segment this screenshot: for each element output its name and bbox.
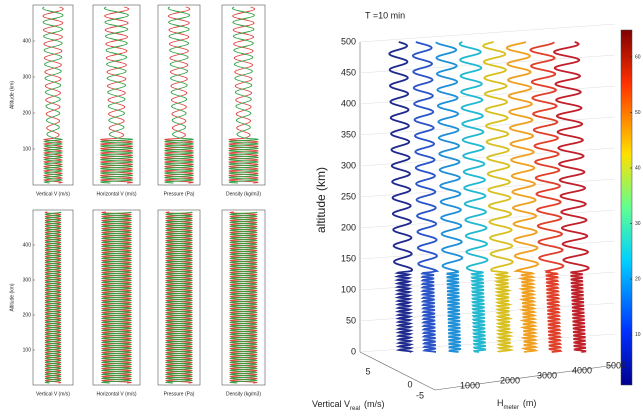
panel-frame: [157, 209, 201, 386]
panel-y-label: Altitude (km): [9, 81, 15, 109]
panel-y-tick-label: 100: [23, 146, 32, 152]
panel-frame: [32, 4, 74, 186]
panel-x-label: Pressure (Pa): [164, 391, 195, 397]
panel-curve: [42, 6, 64, 184]
panel-curve: [44, 211, 62, 384]
y-tick-label: 0: [351, 346, 356, 356]
panel-frame: [221, 4, 266, 186]
x-tick-label: 5: [365, 366, 370, 376]
colorbar-tick-label: 10: [635, 332, 641, 338]
panel-curve: [164, 211, 194, 384]
y-tick-label: 200: [341, 222, 356, 232]
wave-curve: [388, 41, 415, 353]
panel-frame: [221, 209, 266, 386]
panel-y-tick-label: 300: [23, 277, 32, 283]
panel-y-tick-label: 400: [23, 38, 32, 44]
panel-frame: [92, 209, 141, 386]
colorbar-tick-label: 20: [635, 276, 641, 282]
panel-x-label: Vertical V (m/s): [36, 391, 70, 397]
h-axis-label: Hmeter (m): [497, 398, 536, 410]
panel-y-tick-label: 400: [23, 242, 32, 248]
panel-x-label: Horizontal V (m/s): [96, 391, 136, 397]
panel-curve: [100, 211, 133, 384]
h-tick-label: 4000: [572, 365, 592, 375]
panel-curve: [42, 6, 64, 184]
h-tick-label: 3000: [537, 370, 557, 380]
grid-line: [359, 209, 616, 229]
grid-line: [359, 240, 616, 260]
h-tick-label: 2000: [500, 375, 520, 385]
grid-line: [359, 23, 616, 43]
y-tick-label: 100: [341, 284, 356, 294]
colorbar-tick-label: 30: [635, 221, 641, 227]
x-tick-label: -5: [416, 390, 424, 400]
colorbar-tick-label: 40: [635, 165, 641, 171]
panel-frame: [92, 4, 141, 186]
y-tick-label: 400: [341, 98, 356, 108]
panel-x-label: Pressure (Pa): [164, 191, 195, 197]
panel-frame: [32, 209, 74, 386]
wave-curve: [412, 41, 440, 353]
panel-y-tick-label: 200: [23, 312, 32, 318]
panel-curve: [100, 6, 133, 184]
panel-x-label: Density (kg/m3): [226, 391, 261, 397]
y-tick-label: 250: [341, 191, 356, 201]
y-tick-label: 50: [346, 315, 356, 325]
wave-curve: [553, 41, 590, 353]
wave-curve: [529, 41, 565, 353]
wave-curve: [458, 41, 489, 353]
panel-x-label: Vertical V (m/s): [36, 191, 70, 197]
x-tick-label: 0: [407, 379, 412, 389]
plot-title: T =10 min: [365, 10, 405, 20]
h-tick-label: 5000: [606, 360, 626, 370]
y-tick-label: 150: [341, 253, 356, 263]
panel-curve: [100, 6, 133, 184]
panel-frame: [157, 4, 201, 186]
panel-curve: [228, 6, 259, 184]
x-axis-label: Vertical Vreal (m/s): [312, 399, 385, 411]
colorbar: [620, 29, 633, 386]
panel-curve: [228, 211, 259, 384]
panel-curve: [164, 6, 194, 184]
panel-x-label: Density (kg/m3): [226, 191, 261, 197]
y-tick-label: 450: [341, 67, 356, 77]
panel-y-label: Altitude (km): [9, 283, 15, 311]
colorbar-tick-label: 60: [635, 54, 641, 60]
h-axis: [434, 364, 616, 391]
panel-curve: [228, 6, 259, 184]
wave-curve: [505, 41, 540, 353]
y-axis-label: altitude (km): [314, 167, 328, 233]
panel-y-tick-label: 200: [23, 110, 32, 116]
y-tick-label: 500: [341, 36, 356, 46]
colorbar-tick-label: 50: [635, 110, 641, 116]
y-tick-label: 300: [341, 160, 356, 170]
panel-curve: [164, 6, 194, 184]
panel-x-label: Horizontal V (m/s): [96, 191, 136, 197]
panel-y-tick-label: 300: [23, 74, 32, 80]
panel-y-tick-label: 100: [23, 347, 32, 353]
wave-curve: [435, 41, 464, 353]
wave-curve: [482, 41, 515, 353]
x-axis: [359, 351, 436, 391]
h-tick-label: 1000: [460, 380, 480, 390]
y-tick-label: 350: [341, 129, 356, 139]
